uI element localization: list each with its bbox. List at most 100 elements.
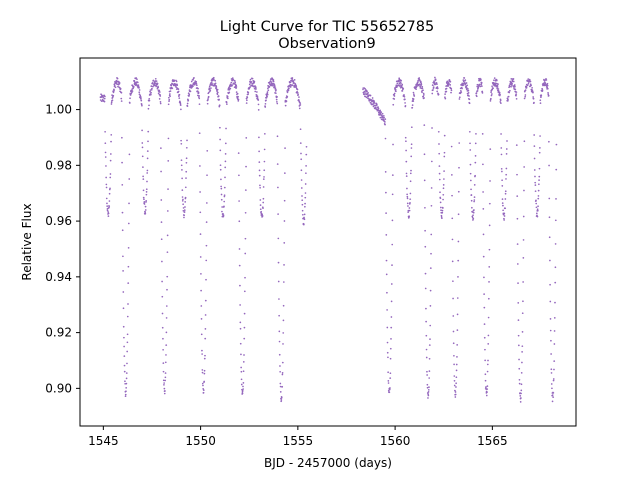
data-point <box>452 297 454 300</box>
data-point <box>247 91 250 94</box>
data-point <box>546 82 549 85</box>
data-point <box>220 198 223 201</box>
data-point <box>144 209 147 211</box>
data-point <box>468 95 470 97</box>
data-point <box>550 353 552 355</box>
data-point <box>298 96 300 98</box>
data-point <box>451 217 454 220</box>
data-point <box>453 379 456 382</box>
data-point <box>120 91 123 94</box>
data-point <box>243 354 245 356</box>
data-point <box>391 174 394 176</box>
data-point <box>489 100 492 102</box>
data-point <box>300 187 303 189</box>
data-point <box>512 78 515 80</box>
data-point <box>522 239 525 241</box>
data-point <box>276 135 279 138</box>
data-point <box>501 198 504 200</box>
data-point <box>110 140 112 143</box>
data-point <box>202 389 205 391</box>
data-point <box>444 96 446 99</box>
data-point <box>126 362 128 365</box>
data-point <box>480 81 483 84</box>
data-point <box>122 255 124 258</box>
data-point <box>405 175 408 177</box>
data-point <box>168 100 170 103</box>
data-point <box>538 179 540 181</box>
data-point <box>488 266 491 268</box>
data-point <box>521 345 524 348</box>
data-point <box>408 207 411 209</box>
data-point <box>251 77 254 80</box>
data-point <box>440 214 443 217</box>
data-point <box>427 397 429 399</box>
data-point <box>516 217 519 220</box>
data-point <box>175 86 178 88</box>
data-point <box>424 287 427 290</box>
data-point <box>409 198 412 201</box>
data-point <box>404 102 406 104</box>
data-point <box>198 103 201 106</box>
data-point <box>493 79 495 82</box>
data-point <box>428 357 431 360</box>
data-point <box>510 85 512 88</box>
data-point <box>550 339 552 342</box>
data-point <box>137 84 140 87</box>
data-point <box>123 345 125 348</box>
data-point <box>497 88 500 90</box>
data-point <box>230 81 233 84</box>
data-point <box>228 91 231 94</box>
data-point <box>520 392 522 395</box>
data-point <box>431 127 433 129</box>
data-point <box>425 356 428 359</box>
data-point <box>152 79 155 82</box>
data-point <box>268 85 271 88</box>
data-point <box>395 90 397 93</box>
data-point <box>163 392 166 395</box>
data-point <box>433 81 436 84</box>
data-point <box>275 89 277 91</box>
data-point <box>204 337 207 340</box>
data-point <box>210 81 213 84</box>
data-point <box>437 93 440 96</box>
data-point <box>105 183 108 186</box>
data-point <box>505 153 508 155</box>
data-point <box>177 90 180 93</box>
data-point <box>482 233 485 236</box>
data-point <box>164 372 167 374</box>
data-point <box>505 178 507 180</box>
data-point <box>410 147 413 149</box>
data-point <box>225 127 227 130</box>
data-point <box>469 172 472 175</box>
data-point <box>470 194 473 196</box>
data-point <box>168 98 171 101</box>
data-point <box>128 153 131 156</box>
data-point <box>166 234 169 237</box>
data-point <box>392 103 395 106</box>
data-point <box>246 99 248 102</box>
data-point <box>279 385 282 388</box>
data-point <box>276 163 279 165</box>
data-point <box>462 84 464 87</box>
data-point <box>267 89 270 92</box>
data-point <box>277 261 280 264</box>
data-point <box>523 140 526 143</box>
data-point <box>164 361 167 364</box>
data-point <box>545 79 548 81</box>
data-point <box>303 218 306 221</box>
data-point <box>401 90 404 92</box>
data-point <box>393 98 396 100</box>
data-point <box>465 82 468 84</box>
data-point <box>111 99 114 102</box>
data-point <box>474 174 476 177</box>
data-point <box>406 193 408 196</box>
data-point <box>162 362 165 364</box>
data-point <box>455 376 458 379</box>
data-point <box>537 205 539 208</box>
data-point <box>179 102 182 105</box>
data-point <box>404 104 407 107</box>
data-point <box>202 391 205 394</box>
plot-frame <box>79 57 577 427</box>
data-point <box>116 77 119 80</box>
data-point <box>110 101 113 104</box>
